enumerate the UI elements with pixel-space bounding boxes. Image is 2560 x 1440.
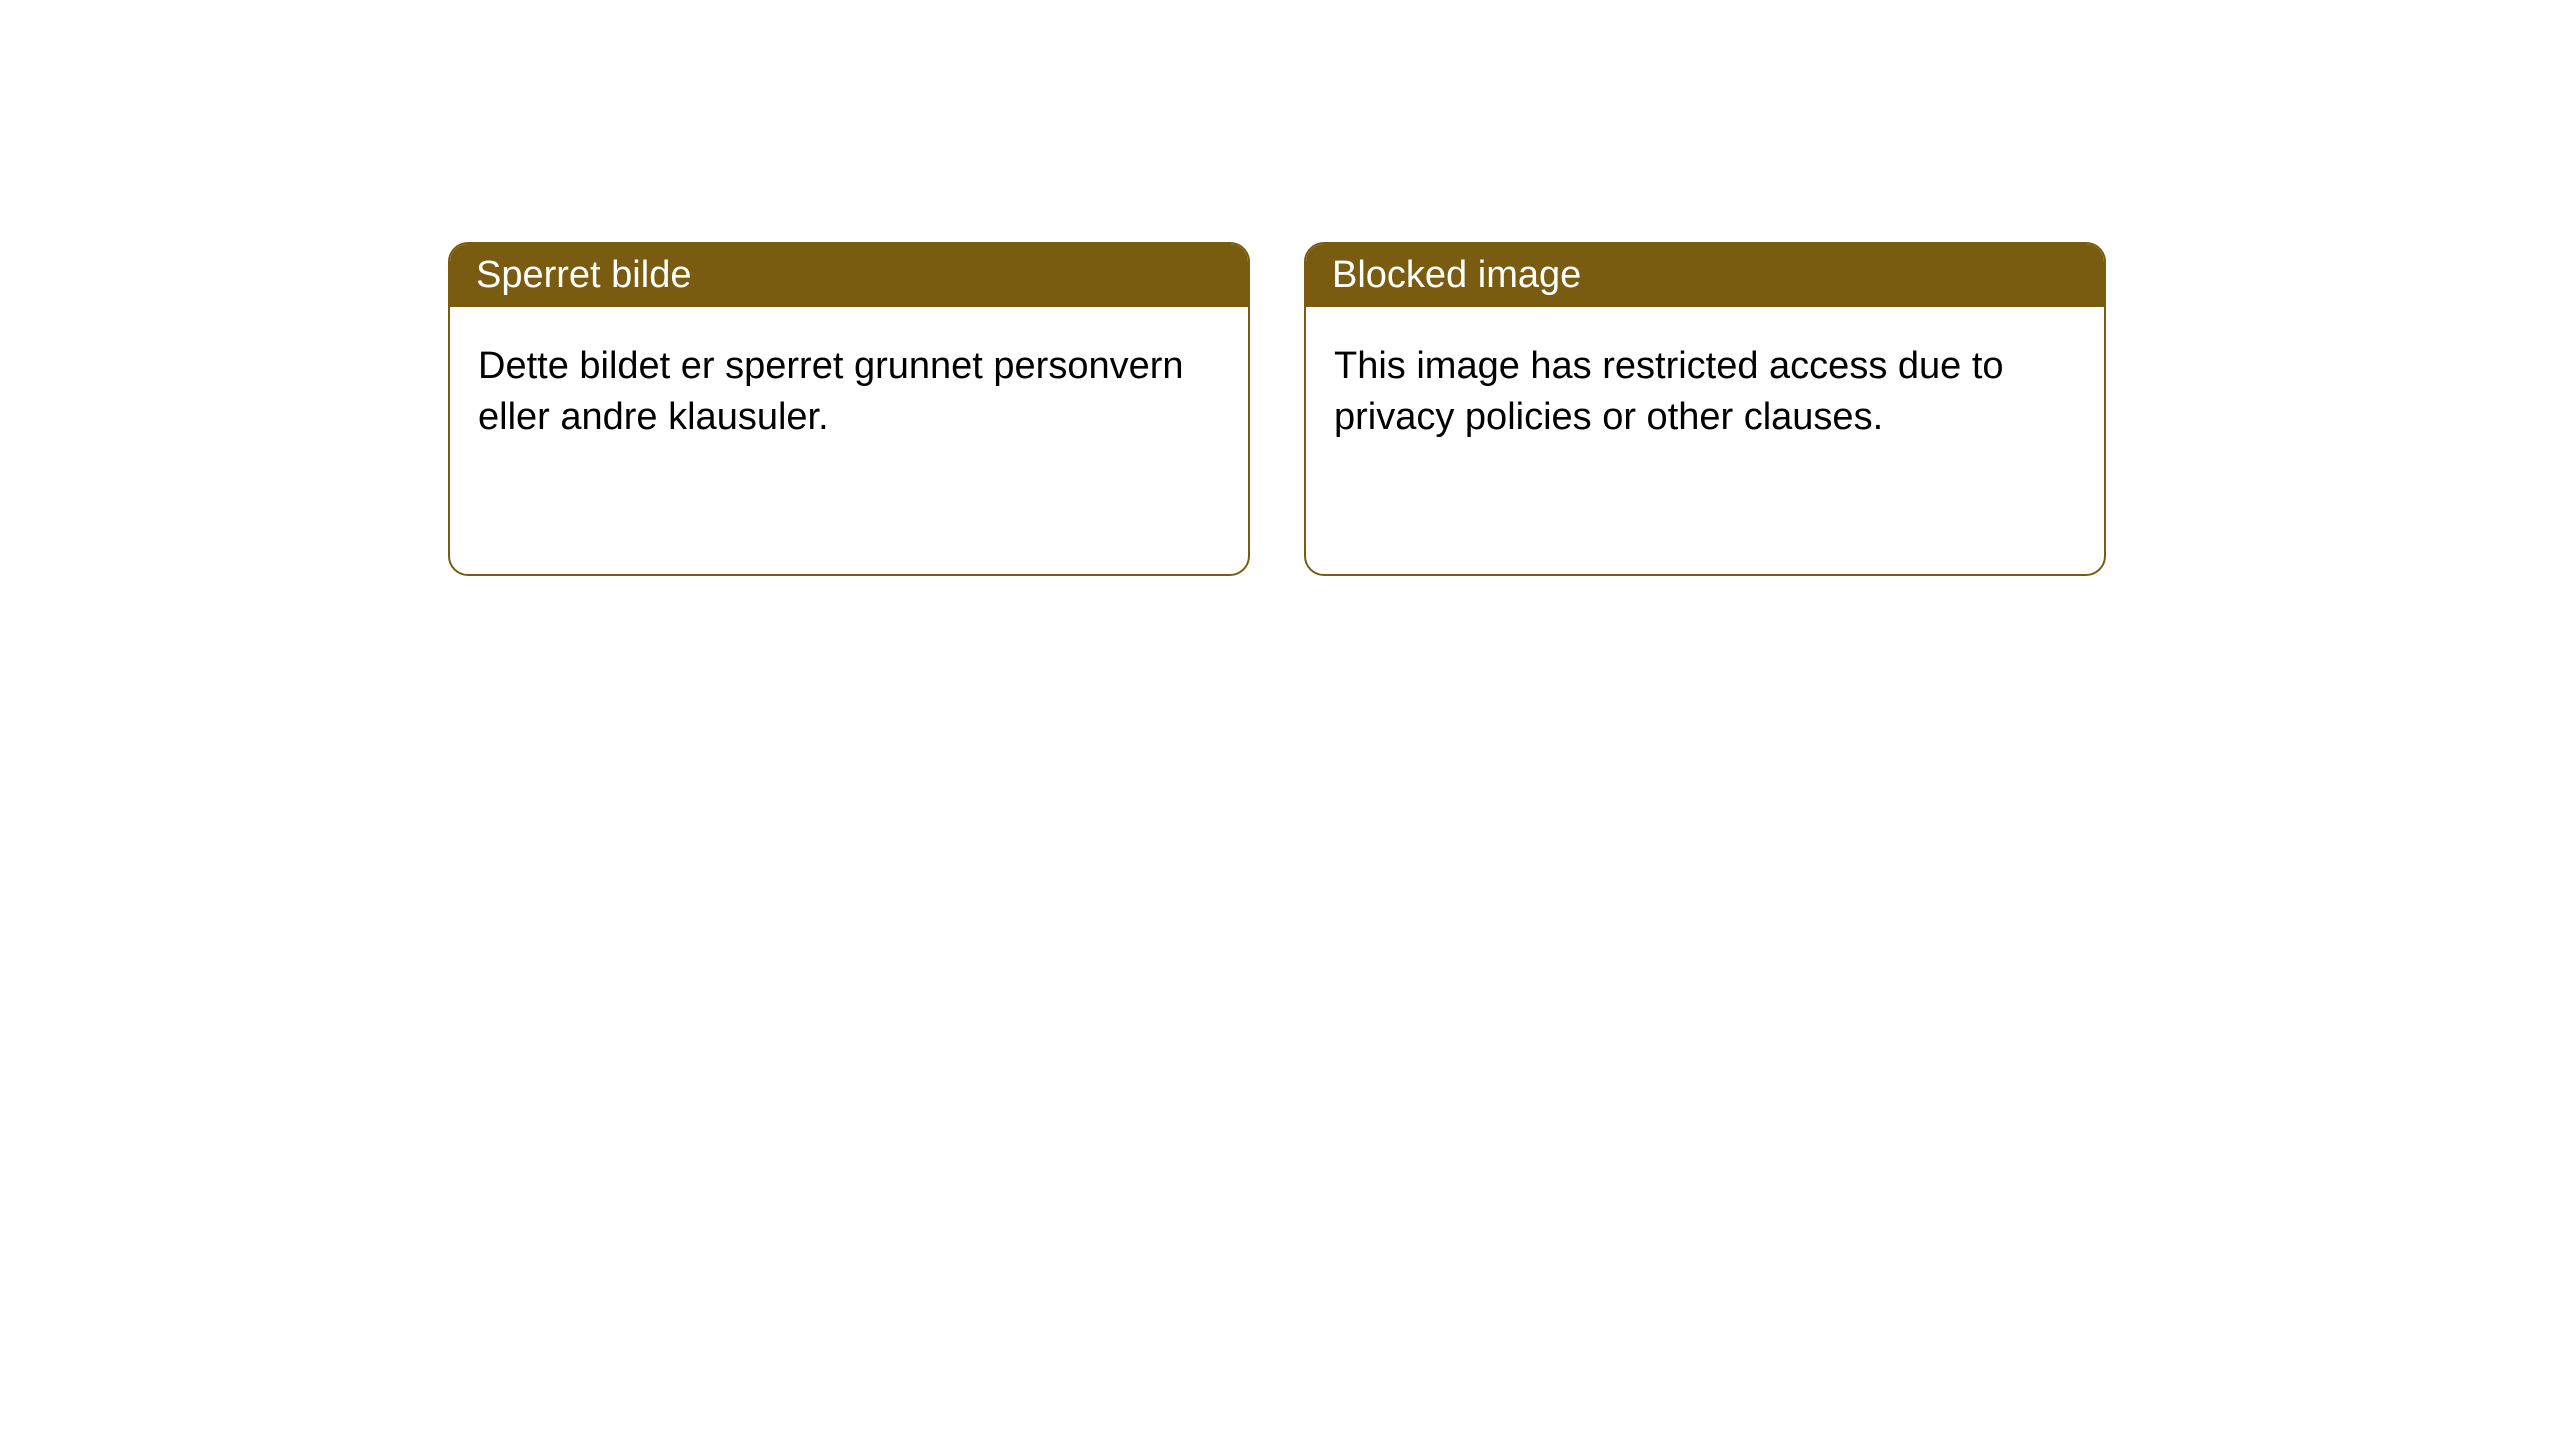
card-header-no: Sperret bilde (450, 244, 1248, 307)
blocked-notice-card-no: Sperret bilde Dette bildet er sperret gr… (448, 242, 1250, 576)
blocked-notice-card-en: Blocked image This image has restricted … (1304, 242, 2106, 576)
card-body-no: Dette bildet er sperret grunnet personve… (450, 307, 1248, 478)
card-body-en: This image has restricted access due to … (1306, 307, 2104, 478)
card-header-en: Blocked image (1306, 244, 2104, 307)
notice-container: Sperret bilde Dette bildet er sperret gr… (0, 0, 2560, 576)
